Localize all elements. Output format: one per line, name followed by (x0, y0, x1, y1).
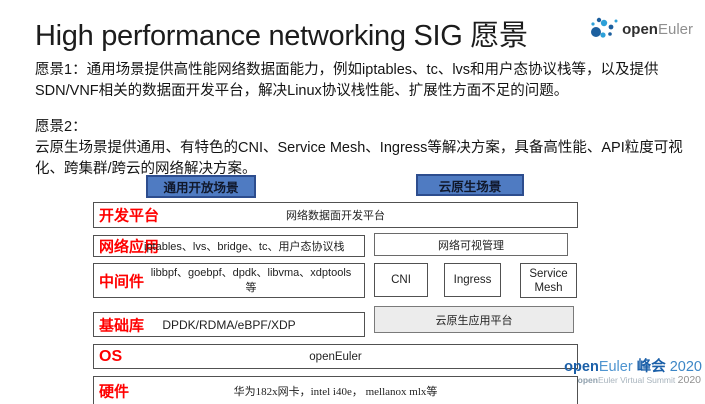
logo-word-open: open (622, 21, 658, 38)
ingress-box: Ingress (444, 263, 501, 297)
middleware-box: 中间件 libbpf、goebpf、dpdk、libvma、xdptools 等 (93, 263, 365, 298)
scenario-cloud-badge: 云原生场景 (416, 174, 524, 196)
net-app-content: iptables、lvs、bridge、tc、用户态协议栈 (144, 241, 345, 253)
cloud-native-app-platform-content: 云原生应用平台 (435, 314, 513, 327)
network-visual-mgmt-box: 网络可视管理 (374, 233, 568, 256)
os-label: OS (99, 347, 123, 365)
network-visual-mgmt-content: 网络可视管理 (438, 239, 504, 252)
vision2-paragraph: 云原生场景提供通用、有特色的CNI、Service Mesh、Ingress等解… (35, 140, 683, 177)
summit-subtitle-open: open (577, 375, 598, 385)
summit-cn: 峰会 (632, 359, 670, 375)
logo-word-euler: Euler (657, 21, 693, 38)
openeuler-logo-icon (589, 13, 619, 46)
dev-platform-row: 开发平台 网络数据面开发平台 (93, 202, 578, 228)
openeuler-logo: openEuler (589, 13, 693, 46)
hardware-label: 硬件 (99, 383, 130, 400)
base-lib-content: DPDK/RDMA/eBPF/XDP (162, 317, 296, 332)
openeuler-logo-text: openEuler (622, 21, 693, 38)
service-mesh-box: Service Mesh (520, 263, 577, 298)
net-app-label: 网络应用 (99, 238, 160, 256)
vision2-label: 愿景2： (35, 119, 87, 135)
ingress-content: Ingress (453, 274, 492, 286)
cloud-native-app-platform-box: 云原生应用平台 (374, 306, 574, 333)
page-title: High performance networking SIG 愿景 (35, 20, 528, 52)
middleware-content-line1: libbpf、goebpf、dpdk、libvma、xdptools (150, 267, 352, 279)
summit-wordmark: openEuler 峰会 2020 (564, 355, 702, 376)
cni-box: CNI (374, 263, 428, 297)
os-row: OS openEuler (93, 344, 578, 369)
cni-content: CNI (391, 274, 411, 286)
service-mesh-content: Service Mesh (529, 267, 568, 294)
summit-euler: Euler (598, 359, 633, 375)
hardware-row: 硬件 华为182x网卡，intel i40e， mellanox mlx等 (93, 376, 578, 404)
base-lib-label: 基础库 (99, 317, 145, 334)
summit-subtitle: openEuler Virtual Summit 2020 (578, 374, 701, 386)
dev-platform-label: 开发平台 (99, 207, 160, 225)
net-app-box: 网络应用 iptables、lvs、bridge、tc、用户态协议栈 (93, 235, 365, 257)
summit-subtitle-year: 2020 (677, 374, 701, 386)
dev-platform-content: 网络数据面开发平台 (286, 210, 385, 222)
middleware-content-line2: 等 (245, 282, 257, 294)
summit-subtitle-rest: Euler Virtual Summit (597, 375, 678, 385)
scenario-general-badge: 通用开放场景 (146, 175, 256, 198)
os-content: openEuler (309, 350, 362, 363)
summit-year: 2020 (669, 359, 702, 375)
hardware-content: 华为182x网卡，intel i40e， mellanox mlx等 (233, 385, 438, 398)
middleware-content: libbpf、goebpf、dpdk、libvma、xdptools 等 (142, 266, 360, 296)
summit-open: open (564, 359, 599, 375)
middleware-label: 中间件 (99, 273, 145, 290)
base-lib-box: 基础库 DPDK/RDMA/eBPF/XDP (93, 312, 365, 337)
vision1-paragraph: 愿景1：通用场景提供高性能网络数据面能力，例如iptables、tc、lvs和用… (35, 62, 659, 99)
